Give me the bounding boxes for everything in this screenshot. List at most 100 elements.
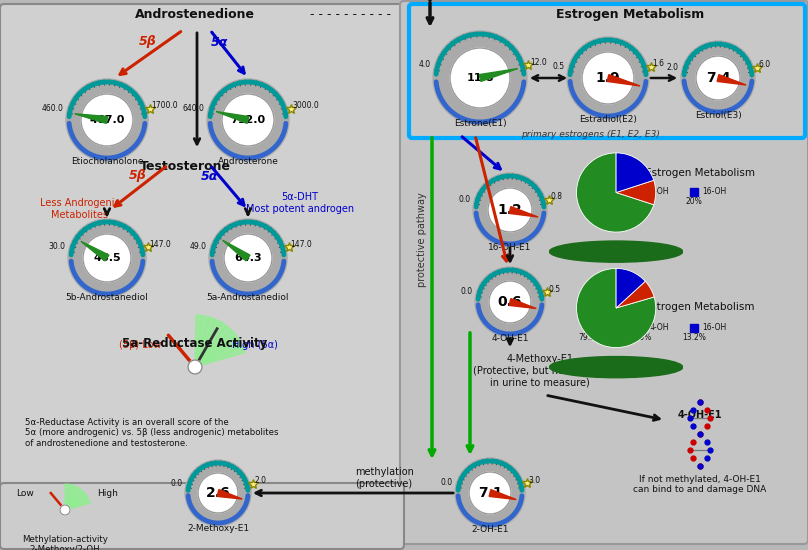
Polygon shape [195, 334, 240, 367]
Text: 5α-Reductase Activity is an overall score of the
5α (more androgenic) vs. 5β (le: 5α-Reductase Activity is an overall scor… [25, 418, 279, 448]
Text: Estradiol(E2): Estradiol(E2) [579, 115, 637, 124]
Polygon shape [81, 241, 109, 261]
Text: 7.4: 7.4 [705, 71, 730, 85]
Circle shape [188, 360, 202, 374]
Text: 640.0: 640.0 [183, 104, 204, 113]
Text: 0.6: 0.6 [498, 295, 522, 309]
FancyBboxPatch shape [0, 4, 403, 492]
Text: If not methylated, 4-OH-E1
can bind to and damage DNA: If not methylated, 4-OH-E1 can bind to a… [633, 475, 767, 494]
Polygon shape [195, 322, 227, 367]
Text: 11.8: 11.8 [466, 73, 494, 83]
Text: 30.0: 30.0 [48, 243, 65, 251]
Text: Less Androgenic
Metabolites: Less Androgenic Metabolites [40, 198, 120, 219]
Text: 2.0: 2.0 [667, 63, 679, 72]
Polygon shape [65, 484, 69, 510]
Text: Estrone(E1): Estrone(E1) [453, 119, 507, 128]
Circle shape [66, 79, 148, 161]
FancyBboxPatch shape [0, 483, 404, 549]
Text: 10%: 10% [633, 197, 650, 206]
Text: 4-OH-E1: 4-OH-E1 [678, 410, 722, 420]
Text: Methylation-activity
2-Methoxy/2-OH: Methylation-activity 2-Methoxy/2-OH [22, 535, 108, 550]
Text: 16-OH: 16-OH [702, 188, 726, 196]
Polygon shape [222, 240, 250, 261]
Circle shape [185, 460, 251, 526]
Text: 4-OH: 4-OH [650, 323, 670, 333]
Text: 46.5: 46.5 [93, 253, 121, 263]
Circle shape [582, 52, 634, 104]
Text: 1.9: 1.9 [595, 71, 621, 85]
Polygon shape [195, 319, 221, 367]
Wedge shape [617, 268, 646, 308]
Wedge shape [576, 153, 654, 232]
Text: Testosterone: Testosterone [140, 160, 230, 173]
Text: 7.1: 7.1 [478, 486, 503, 500]
Polygon shape [195, 316, 209, 367]
Circle shape [81, 94, 133, 146]
Text: 16-OH: 16-OH [702, 323, 726, 333]
Wedge shape [617, 180, 656, 205]
Text: primary estrogens (E1, E2, E3): primary estrogens (E1, E2, E3) [520, 130, 659, 139]
Text: protective pathway: protective pathway [417, 192, 427, 287]
Circle shape [209, 219, 287, 297]
Circle shape [473, 173, 547, 247]
Polygon shape [479, 69, 518, 81]
Text: (5β) Low: (5β) Low [119, 340, 162, 350]
Circle shape [475, 267, 545, 337]
Text: 5b-Androstanediol: 5b-Androstanediol [65, 293, 149, 302]
Polygon shape [195, 346, 245, 367]
Circle shape [207, 79, 289, 161]
Text: 0.5: 0.5 [549, 285, 561, 294]
Text: 79.5%: 79.5% [578, 333, 602, 343]
Text: Androstenedione: Androstenedione [135, 8, 255, 21]
FancyBboxPatch shape [409, 4, 805, 138]
Text: 4-OH: 4-OH [650, 188, 670, 196]
Polygon shape [195, 315, 203, 367]
Polygon shape [195, 326, 232, 367]
Text: Low: Low [16, 490, 34, 498]
Circle shape [433, 31, 527, 125]
Text: Estrogen Metabolism: Estrogen Metabolism [556, 8, 704, 21]
Text: 5β: 5β [129, 169, 147, 183]
Polygon shape [217, 490, 242, 499]
Text: 2.0: 2.0 [255, 476, 267, 485]
Circle shape [198, 473, 238, 513]
Text: 0.0: 0.0 [170, 479, 183, 488]
Text: 4-Methoxy-E1
(Protective, but not enough
in urine to measure): 4-Methoxy-E1 (Protective, but not enough… [473, 354, 608, 387]
Text: 2.6: 2.6 [206, 486, 230, 500]
Text: 712.0: 712.0 [230, 115, 266, 125]
Text: 0.8: 0.8 [550, 192, 562, 201]
Polygon shape [65, 492, 86, 510]
Text: 5a-Androstanediol: 5a-Androstanediol [207, 293, 289, 302]
Text: 5a-Reductase Activity: 5a-Reductase Activity [122, 337, 267, 350]
Text: 1700.0: 1700.0 [152, 101, 178, 110]
Text: 4.0: 4.0 [419, 60, 431, 69]
Text: 13.2%: 13.2% [682, 333, 706, 343]
Text: 5β: 5β [139, 36, 157, 48]
Text: 5α: 5α [212, 36, 229, 48]
Circle shape [450, 48, 510, 108]
Polygon shape [509, 207, 538, 217]
Text: methylation
(protective): methylation (protective) [355, 467, 414, 489]
Text: 5α-DHT
Most potent androgen: 5α-DHT Most potent androgen [246, 192, 354, 213]
Text: Normal Estrogen Metabolism: Normal Estrogen Metabolism [604, 168, 755, 178]
Text: 0.0: 0.0 [440, 478, 452, 487]
Polygon shape [195, 340, 242, 367]
Ellipse shape [549, 241, 683, 262]
Text: 12.0: 12.0 [530, 58, 547, 67]
Text: 0.5: 0.5 [553, 62, 565, 71]
Circle shape [455, 458, 525, 528]
Text: 2-OH-E1: 2-OH-E1 [471, 525, 509, 534]
Text: 64.3: 64.3 [234, 253, 262, 263]
Polygon shape [65, 490, 84, 510]
Text: 2-OH: 2-OH [598, 323, 617, 333]
Text: 0.0: 0.0 [461, 288, 473, 296]
Circle shape [83, 234, 131, 282]
Text: Patient Estrogen Metabolism: Patient Estrogen Metabolism [605, 302, 755, 312]
Circle shape [681, 41, 755, 115]
Text: High: High [98, 490, 119, 498]
Polygon shape [216, 112, 249, 123]
Text: Androsterone: Androsterone [217, 157, 279, 166]
Circle shape [222, 94, 274, 146]
Text: 1.6: 1.6 [653, 59, 664, 68]
Text: 16-OH-E1: 16-OH-E1 [488, 243, 532, 252]
